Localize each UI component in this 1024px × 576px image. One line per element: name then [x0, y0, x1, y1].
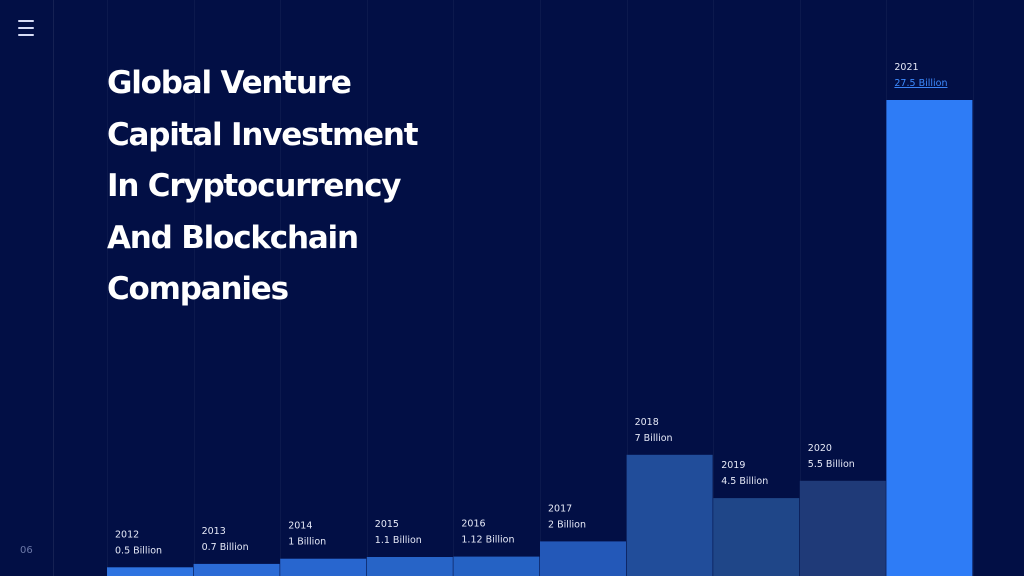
column-divider	[367, 0, 368, 576]
hamburger-menu-icon[interactable]	[18, 17, 34, 39]
value-label-2019: 4.5 Billion	[721, 476, 768, 487]
bar-2014	[280, 558, 367, 576]
bar-2013	[193, 563, 280, 576]
title-line: Global Venture	[107, 65, 352, 101]
bar-2015	[366, 557, 453, 576]
column-divider	[107, 0, 108, 576]
chart-title: Global Venture Capital Investment In Cry…	[107, 58, 467, 316]
column-divider	[453, 0, 454, 576]
year-label-2019: 2019	[721, 460, 745, 471]
title-line: In Cryptocurrency	[107, 168, 401, 204]
year-label-2016: 2016	[461, 519, 485, 530]
bar-2012	[107, 567, 193, 576]
value-label-2015: 1.1 Billion	[375, 535, 422, 546]
title-line: Capital Investment	[107, 116, 419, 153]
year-label-2013: 2013	[202, 526, 226, 537]
value-label-2018: 7 Billion	[635, 433, 673, 444]
column-divider	[627, 0, 628, 576]
year-label-2020: 2020	[808, 443, 832, 454]
bar-2016	[453, 556, 540, 576]
year-label-2012: 2012	[115, 529, 139, 540]
column-divider	[540, 0, 541, 576]
left-rail: 06	[0, 0, 54, 576]
title-line: Companies	[107, 271, 289, 307]
value-label-2016: 1.12 Billion	[461, 535, 514, 546]
value-label-2012: 0.5 Billion	[115, 545, 162, 556]
column-divider	[800, 0, 801, 576]
column-divider	[194, 0, 195, 576]
year-label-2021: 2021	[894, 62, 918, 73]
year-label-2014: 2014	[288, 521, 312, 532]
value-label-2020: 5.5 Billion	[808, 459, 855, 470]
bar-2018	[626, 454, 713, 576]
value-label-2014: 1 Billion	[288, 537, 326, 548]
value-label-2021[interactable]: 27.5 Billion	[894, 78, 947, 89]
column-divider	[973, 0, 974, 576]
bar-2017	[540, 541, 626, 576]
bar-2019	[713, 498, 800, 576]
bar-2020	[799, 480, 886, 576]
column-divider	[280, 0, 281, 576]
bar-2021	[886, 100, 973, 576]
column-divider	[713, 0, 714, 576]
title-line: And Blockchain	[107, 219, 359, 256]
year-label-2018: 2018	[635, 417, 659, 428]
year-label-2017: 2017	[548, 503, 572, 514]
year-label-2015: 2015	[375, 519, 399, 530]
page-number: 06	[20, 545, 33, 556]
value-label-2013: 0.7 Billion	[202, 542, 249, 553]
value-label-2017: 2 Billion	[548, 519, 586, 530]
